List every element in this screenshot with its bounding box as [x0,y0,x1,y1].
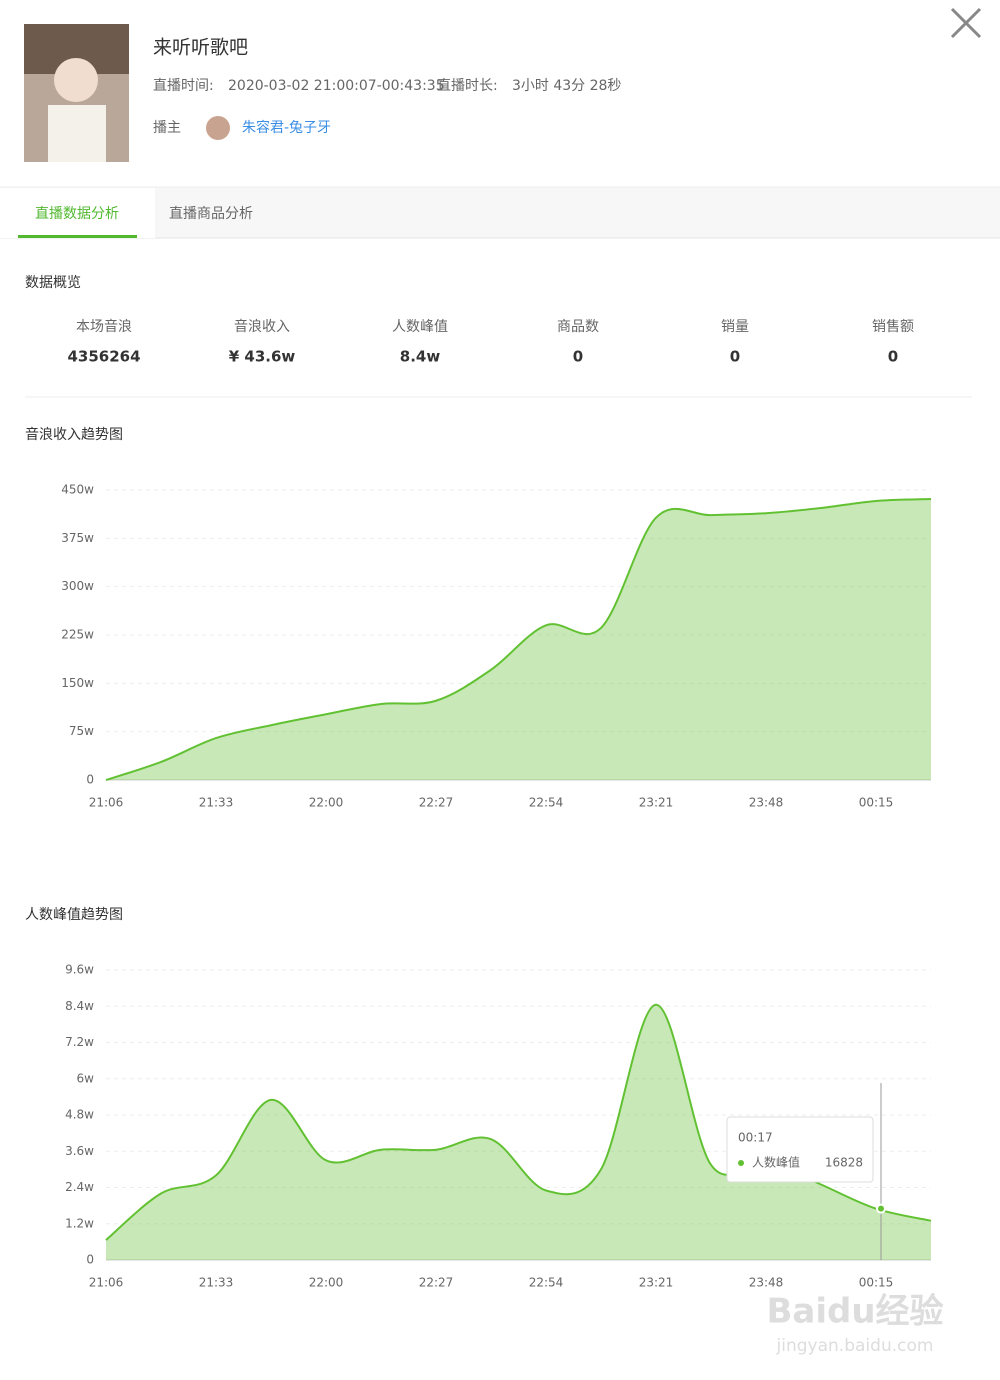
x-tick-label: 23:21 [639,1276,674,1290]
y-tick-label: 300w [61,579,94,593]
stat-label: 人数峰值 [392,319,448,335]
charts: 音浪收入趋势图 0 75w 150w 225w 300w 375w 450w 21:06 21:3… [25,426,932,1290]
chart-title: 音浪收入趋势图 [25,426,123,443]
y-tick-label: 450w [61,483,94,497]
stat-label: 商品数 [557,319,599,335]
duration-label: 直播时长: [437,77,498,94]
x-tick-label: 21:06 [89,1276,124,1290]
x-tick-label: 23:48 [749,1276,784,1290]
time-label: 直播时间: [153,77,214,94]
watermark: jingyan.baidu.com [776,1336,934,1356]
tooltip [726,1116,874,1183]
y-tick-label: 4.8w [65,1108,94,1122]
y-tick-label: 150w [61,676,94,690]
tab[interactable]: 直播商品分析 [169,205,253,222]
active-tab-bg [0,188,155,238]
tab[interactable]: 直播数据分析 [35,205,119,222]
y-tick-label: 375w [61,531,94,545]
stat-value: 8.4w [400,348,441,366]
x-tick-label: 22:27 [419,796,454,810]
stats: 本场音浪 4356264 音浪收入 ¥ 43.6w 人数峰值 8.4w 商品数 0 销量 0 销售额… [67,318,914,366]
x-tick-label: 00:15 [859,796,894,810]
y-tick-label: 6w [77,1071,95,1085]
x-tick-label: 21:06 [89,796,124,810]
duration-value: 3小时 43分 28秒 [512,78,621,94]
cover-face [54,58,98,102]
stat-value: 4356264 [67,348,140,366]
y-tick-label: 225w [61,628,94,642]
host-name[interactable]: 朱容君-兔子牙 [242,119,331,136]
stat-value: 0 [888,348,898,366]
cover-body [48,105,106,162]
stat-label: 本场音浪 [76,318,132,335]
x-tick-label: 23:21 [639,796,674,810]
y-tick-label: 7.2w [65,1035,94,1049]
host-avatar [206,116,230,140]
line [105,498,932,781]
x-tick-label: 21:33 [199,796,234,810]
y-tick-label: 2.4w [65,1180,94,1194]
tooltip-time: 00:17 [738,1131,773,1145]
time-value: 2020-03-02 21:00:07-00:43:35 [228,78,445,94]
section-title: 数据概览 [25,275,81,291]
x-tick-label: 22:00 [309,796,344,810]
tooltip-name: 人数峰值 [752,1155,800,1170]
x-tick-label: 22:27 [419,1276,454,1290]
chart-title: 人数峰值趋势图 [25,907,123,923]
tooltip-dot [738,1160,744,1166]
stat-label: 销售额 [872,319,914,335]
area [106,1004,931,1260]
area [106,499,931,780]
stat-value: 0 [730,348,740,366]
x-tick-label: 21:33 [199,1276,234,1290]
x-tick-label: 22:54 [529,796,564,810]
y-tick-label: 8.4w [65,999,94,1013]
cursor-point [876,1203,886,1214]
tab-bar [0,187,1000,238]
y-tick-label: 1.2w [65,1216,94,1230]
watermark: Baidu经验 [766,1292,943,1332]
stat-value: ¥ 43.6w [229,348,296,366]
close-button[interactable] [950,7,982,39]
tab-underline [18,235,137,238]
host-label: 播主 [153,120,181,136]
y-tick-label: 0 [86,773,94,787]
tooltip-value: 16828 [825,1156,863,1170]
y-tick-label: 0 [86,1253,94,1267]
x-tick-label: 23:48 [749,796,784,810]
x-tick-label: 22:54 [529,1276,564,1290]
stat-value: 0 [573,348,583,366]
y-tick-label: 9.6w [65,963,94,977]
y-tick-label: 75w [69,724,94,738]
live-title: 来听听歌吧 [153,37,248,59]
x-tick-label: 00:15 [859,1276,894,1290]
x-tick-label: 22:00 [309,1276,344,1290]
stat-label: 音浪收入 [234,318,290,335]
stat-label: 销量 [721,319,749,335]
y-tick-label: 3.6w [65,1144,94,1158]
